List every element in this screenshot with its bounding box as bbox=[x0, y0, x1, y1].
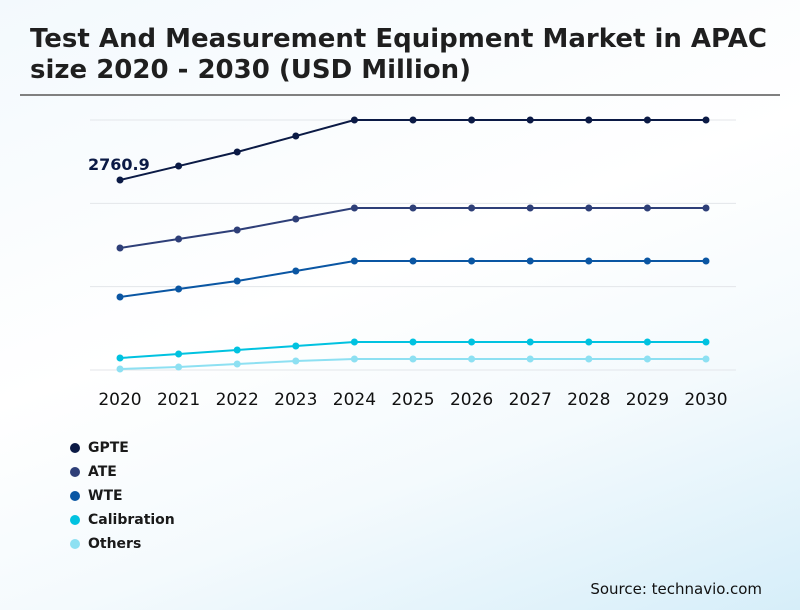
data-point bbox=[116, 244, 124, 252]
data-point bbox=[175, 350, 183, 358]
legend-dot-icon bbox=[70, 491, 80, 501]
source-note: Source: technavio.com bbox=[590, 580, 762, 598]
data-point bbox=[116, 176, 124, 184]
data-point bbox=[468, 338, 476, 346]
x-tick-label: 2027 bbox=[509, 390, 552, 410]
data-point bbox=[350, 116, 358, 124]
x-tick-label: 2029 bbox=[626, 390, 669, 410]
data-point bbox=[702, 204, 710, 212]
x-tick-label: 2022 bbox=[216, 390, 259, 410]
data-point bbox=[468, 355, 476, 363]
data-point bbox=[116, 293, 124, 301]
legend-label: ATE bbox=[88, 464, 117, 480]
x-tick-label: 2023 bbox=[274, 390, 317, 410]
data-point bbox=[175, 285, 183, 293]
data-point bbox=[409, 204, 417, 212]
data-point bbox=[468, 116, 476, 124]
data-point bbox=[526, 257, 534, 265]
data-label: 2760.9 bbox=[88, 155, 150, 174]
data-point bbox=[350, 204, 358, 212]
data-point bbox=[233, 277, 241, 285]
data-point bbox=[585, 257, 593, 265]
legend-dot-icon bbox=[70, 515, 80, 525]
data-point bbox=[175, 162, 183, 170]
x-tick-label: 2024 bbox=[333, 390, 376, 410]
data-point bbox=[350, 355, 358, 363]
data-point bbox=[175, 235, 183, 243]
legend-label: Others bbox=[88, 536, 142, 552]
legend-label: GPTE bbox=[88, 440, 129, 456]
title-divider bbox=[20, 94, 780, 96]
legend-label: Calibration bbox=[88, 512, 175, 528]
data-point bbox=[702, 257, 710, 265]
legend-item: Others bbox=[70, 532, 175, 556]
data-point bbox=[526, 355, 534, 363]
data-point bbox=[350, 257, 358, 265]
data-point bbox=[643, 355, 651, 363]
x-tick-label: 2026 bbox=[450, 390, 493, 410]
x-tick-label: 2021 bbox=[157, 390, 200, 410]
series-line-gpte bbox=[119, 119, 706, 181]
data-point bbox=[409, 338, 417, 346]
data-point bbox=[643, 338, 651, 346]
x-tick-label: 2030 bbox=[684, 390, 727, 410]
data-point bbox=[585, 338, 593, 346]
data-point bbox=[585, 204, 593, 212]
legend-item: GPTE bbox=[70, 436, 175, 460]
x-tick-label: 2028 bbox=[567, 390, 610, 410]
data-point bbox=[233, 360, 241, 368]
data-point bbox=[526, 204, 534, 212]
legend-item: WTE bbox=[70, 484, 175, 508]
data-point bbox=[643, 204, 651, 212]
x-tick-label: 2020 bbox=[98, 390, 141, 410]
data-point bbox=[468, 257, 476, 265]
data-point bbox=[526, 116, 534, 124]
data-point bbox=[116, 365, 124, 373]
legend-dot-icon bbox=[70, 539, 80, 549]
legend-label: WTE bbox=[88, 488, 123, 504]
data-point bbox=[702, 116, 710, 124]
line-chart: 2020 2021 2022 2023 2024 2025 2026 2027 2028 2029… bbox=[88, 116, 736, 410]
data-point bbox=[350, 338, 358, 346]
data-point bbox=[526, 338, 534, 346]
data-point bbox=[468, 204, 476, 212]
legend-item: ATE bbox=[70, 460, 175, 484]
data-point bbox=[585, 116, 593, 124]
legend-item: Calibration bbox=[70, 508, 175, 532]
data-point bbox=[233, 226, 241, 234]
data-point bbox=[175, 363, 183, 371]
legend: GPTE ATE WTE Calibration Others bbox=[70, 436, 175, 556]
legend-dot-icon bbox=[70, 467, 80, 477]
data-point bbox=[292, 215, 300, 223]
data-point bbox=[409, 257, 417, 265]
legend-dot-icon bbox=[70, 443, 80, 453]
series-line-ate bbox=[119, 207, 706, 249]
series-line-wte bbox=[119, 259, 706, 298]
data-point bbox=[292, 132, 300, 140]
chart-title: Test And Measurement Equipment Market in… bbox=[30, 24, 767, 85]
data-point bbox=[292, 357, 300, 365]
data-point bbox=[585, 355, 593, 363]
data-point bbox=[643, 257, 651, 265]
data-point bbox=[702, 338, 710, 346]
x-tick-label: 2025 bbox=[391, 390, 434, 410]
data-point bbox=[702, 355, 710, 363]
data-point bbox=[409, 116, 417, 124]
data-point bbox=[643, 116, 651, 124]
data-point bbox=[233, 346, 241, 354]
data-point bbox=[116, 354, 124, 362]
data-point bbox=[409, 355, 417, 363]
data-point bbox=[233, 148, 241, 156]
data-point bbox=[292, 342, 300, 350]
data-point bbox=[292, 267, 300, 275]
